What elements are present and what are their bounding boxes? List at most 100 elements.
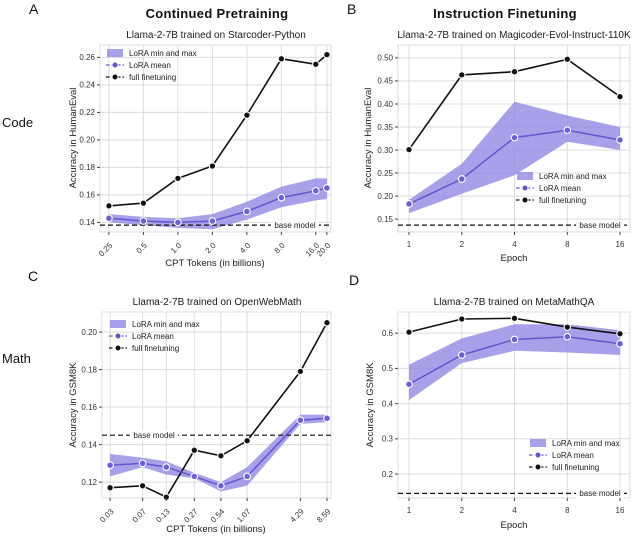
y-axis-title: Accuracy in GSM8K <box>365 362 376 448</box>
legend-band-label: LoRA min and max <box>132 320 200 329</box>
x-tick-label: 2.0 <box>204 241 219 256</box>
base-model-label-bg <box>271 220 319 231</box>
legend-full-label: full finetuning <box>539 196 586 205</box>
legend: LoRA min and max LoRA mean full finetuning <box>529 439 620 472</box>
full-finetuning-markers <box>405 314 624 338</box>
x-tick-label: 16 <box>616 506 625 515</box>
x-tick-label: 4 <box>512 240 517 249</box>
legend-mean-label: LoRA mean <box>129 61 171 70</box>
full-finetuning-line <box>108 53 328 207</box>
y-tick-label: 0.12 <box>81 478 97 487</box>
y-tick-label: 0.16 <box>79 191 95 200</box>
chart-subtitle: Llama-2-7B trained on Starcoder-Python <box>126 30 306 41</box>
y-tick-label: 0.14 <box>81 440 97 449</box>
full-finetuning-markers <box>405 55 624 154</box>
lora-mean-markers <box>105 184 331 227</box>
x-tick-label: 0.5 <box>135 241 150 256</box>
row-label-code: Code <box>2 115 34 130</box>
legend-band-label: LoRA min and max <box>552 439 620 448</box>
plot-border <box>99 44 332 233</box>
chart-c: base model 0.12 0.14 0.16 0.18 0.20 0.03 0.07 0.… <box>68 297 333 535</box>
tick-marks <box>99 331 328 501</box>
x-tick-label: 8.59 <box>315 507 333 525</box>
x-axis-title: Epoch <box>501 520 528 531</box>
lora-mean-markers <box>405 332 624 389</box>
legend-band-swatch <box>530 439 546 447</box>
base-model-label: base model <box>274 221 316 230</box>
x-tick-label: 1.0 <box>169 241 184 256</box>
lora-minmax-band <box>110 414 327 492</box>
y-tick-label: 0.4 <box>382 399 394 408</box>
x-axis-title: Epoch <box>501 253 528 264</box>
tick-marks <box>97 56 328 235</box>
y-tick-label: 0.24 <box>79 81 95 90</box>
x-tick-label: 0.03 <box>98 507 116 525</box>
y-tick-label: 0.26 <box>79 53 95 62</box>
tick-marks <box>395 332 621 501</box>
legend-full-label: full finetuning <box>132 344 179 353</box>
base-model-label-bg <box>576 220 624 231</box>
panel-letter-c: C <box>28 268 39 284</box>
y-tick-label: 0.22 <box>79 108 95 117</box>
panel-letter-b: B <box>347 1 357 17</box>
y-tick-label: 0.15 <box>377 215 393 224</box>
x-axis-title: CPT Tokens (in billions) <box>166 524 265 535</box>
x-axis-title: CPT Tokens (in billions) <box>165 258 264 269</box>
panel-letter-d: D <box>349 272 360 288</box>
x-tick-label: 0.07 <box>131 507 149 525</box>
x-tick-label: 1 <box>407 240 412 249</box>
x-tick-label: 4 <box>512 506 517 515</box>
y-tick-label: 0.45 <box>377 77 393 86</box>
legend: LoRA min and max LoRA mean full finetuning <box>516 172 607 205</box>
base-model-label: base model <box>579 489 621 498</box>
legend-full-label: full finetuning <box>552 463 599 472</box>
y-tick-label: 0.20 <box>79 136 95 145</box>
lora-mean-markers <box>106 414 331 490</box>
chart-subtitle: Llama-2-7B trained on OpenWebMath <box>133 297 302 308</box>
lora-minmax-band <box>409 324 620 401</box>
x-tick-label: 2 <box>460 506 465 515</box>
x-tick-label: 0.13 <box>154 507 172 525</box>
x-tick-label: 4.29 <box>288 507 306 525</box>
y-tick-label: 0.18 <box>79 163 95 172</box>
column-title-continued-pretraining: Continued Pretraining <box>145 6 289 21</box>
legend-mean-label: LoRA mean <box>539 184 581 193</box>
tick-labels: 0.15 0.20 0.25 0.30 0.35 0.40 0.45 0.50 1 2 4 8 16 <box>377 54 625 249</box>
y-axis-title: Accuracy in HumanEval <box>363 88 374 189</box>
y-tick-label: 0.20 <box>81 328 97 337</box>
x-tick-label: 8 <box>565 240 570 249</box>
panel-letter-a: A <box>29 1 39 17</box>
legend-band-swatch <box>110 320 126 328</box>
legend-mean-label: LoRA mean <box>132 332 174 341</box>
legend-band-label: LoRA min and max <box>129 49 197 58</box>
base-model-label: base model <box>133 431 175 440</box>
x-tick-label: 16 <box>616 240 625 249</box>
y-tick-label: 0.50 <box>377 54 393 63</box>
full-finetuning-markers <box>106 318 331 501</box>
x-tick-label: 1 <box>407 506 412 515</box>
y-tick-label: 0.6 <box>382 329 394 338</box>
lora-mean-line <box>110 417 328 487</box>
chart-subtitle: Llama-2-7B trained on MetaMathQA <box>434 297 595 308</box>
x-tick-label: 0.27 <box>182 507 200 525</box>
legend-full-marker <box>114 344 122 352</box>
legend-mean-marker <box>111 61 119 69</box>
base-model-label-bg <box>576 488 624 499</box>
chart-subtitle: Llama-2-7B trained on Magicoder-Evol-Ins… <box>397 30 631 41</box>
legend-mean-marker <box>114 332 122 340</box>
chart-d: base model 0.2 0.3 0.4 0.5 0.6 1 2 4 8 16 Epoch Accu… <box>365 297 631 531</box>
chart-b: base model0.150.200.250.300.350.400.450.… <box>363 30 631 264</box>
y-axis-title: Accuracy in GSM8K <box>68 362 79 448</box>
y-tick-label: 0.3 <box>382 435 394 444</box>
legend-mean-marker <box>521 184 529 192</box>
x-tick-label: 2 <box>460 240 465 249</box>
legend-mean-marker <box>534 451 542 459</box>
legend-full-label: full finetuning <box>129 73 176 82</box>
lora-mean-markers <box>405 126 624 208</box>
y-tick-label: 0.5 <box>382 364 394 373</box>
lora-mean-line <box>108 187 328 224</box>
y-tick-label: 0.20 <box>377 192 393 201</box>
legend: LoRA min and max LoRA mean full finetuning <box>106 49 197 82</box>
x-tick-label: 4.0 <box>238 241 253 256</box>
